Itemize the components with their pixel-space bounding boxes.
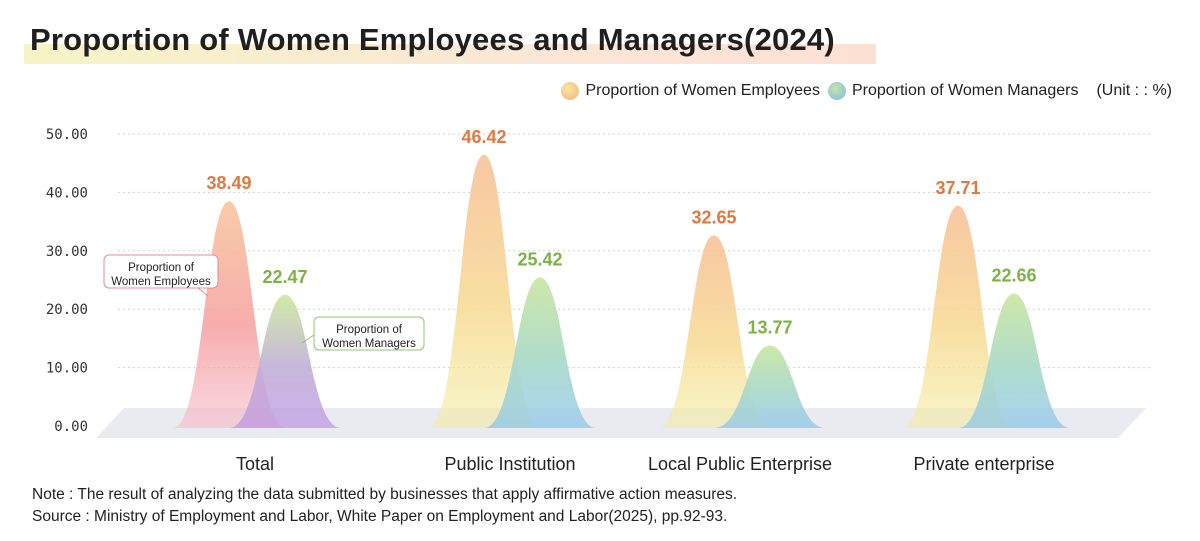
y-tick-label: 20.00 (46, 302, 88, 318)
employees-legend-swatch-icon (561, 82, 580, 100)
title-highlight (24, 44, 876, 64)
chart-floor (96, 408, 1146, 438)
managers-peak (714, 345, 826, 428)
employees-value-label: 38.49 (206, 173, 251, 193)
legend-item-managers: Proportion of Women Managers (827, 82, 1079, 100)
legend-item-employees: Proportion of Women Employees (561, 82, 820, 100)
category-labels: Total Public Institution Local Public Ente… (236, 454, 1055, 474)
unit-label: (Unit : : %) (1096, 82, 1172, 99)
managers-value-label: 13.77 (747, 318, 792, 338)
employees-peak (173, 201, 285, 428)
callout-text: Women Employees (111, 276, 211, 288)
y-tick-label: 40.00 (46, 185, 88, 201)
legend-label-employees: Proportion of Women Employees (585, 82, 820, 99)
callout-box (313, 316, 425, 351)
callouts: Proportion of Women Employees Proportion o… (103, 254, 425, 351)
managers-peak (229, 294, 341, 428)
note-text: Note : The result of analyzing the data … (32, 486, 738, 503)
managers-value-label: 22.47 (262, 267, 307, 287)
value-labels: 38.49 22.47 46.42 25.42 32.65 13.77 37.71 22.66 (206, 127, 1036, 338)
employees-value-label: 46.42 (461, 127, 506, 147)
employees-peak (902, 205, 1014, 428)
x-category-label: Total (236, 454, 274, 474)
y-tick-label: 10.00 (46, 361, 88, 377)
y-tick-label: 30.00 (46, 244, 88, 260)
employees-value-label: 37.71 (935, 178, 980, 198)
x-category-label: Local Public Enterprise (648, 454, 832, 474)
callout-text: Proportion of (128, 262, 195, 274)
y-tick-label: 50.00 (46, 127, 88, 143)
callout-pointer (301, 334, 315, 344)
employees-value-label: 32.65 (691, 207, 736, 227)
x-category-label: Public Institution (444, 454, 575, 474)
y-axis-ticks: 0.00 10.00 20.00 30.00 40.00 50.00 (46, 127, 88, 435)
legend-label-managers: Proportion of Women Managers (851, 82, 1079, 99)
chart-title: Proportion of Women Employees and Manage… (30, 22, 835, 57)
x-category-label: Private enterprise (913, 454, 1054, 474)
callout-box (103, 254, 219, 289)
footnotes: Note : The result of analyzing the data … (32, 484, 737, 528)
managers-legend-swatch-icon (827, 82, 846, 100)
title-block: Proportion of Women Employees and Manage… (24, 22, 876, 64)
callout-text: Proportion of (336, 324, 403, 336)
peaks (173, 154, 1070, 428)
source-text: Source : Ministry of Employment and Labo… (32, 508, 728, 525)
employees-peak (428, 154, 540, 428)
managers-peak (484, 277, 596, 428)
legend: Proportion of Women Employees Proportion… (553, 82, 1172, 100)
managers-value-label: 25.42 (517, 250, 562, 270)
managers-peak (958, 293, 1070, 428)
y-tick-label: 0.00 (54, 419, 88, 435)
callout-pointer (197, 287, 209, 297)
employees-peak (658, 235, 770, 428)
managers-value-label: 22.66 (991, 266, 1036, 286)
callout-text: Women Managers (322, 338, 416, 350)
